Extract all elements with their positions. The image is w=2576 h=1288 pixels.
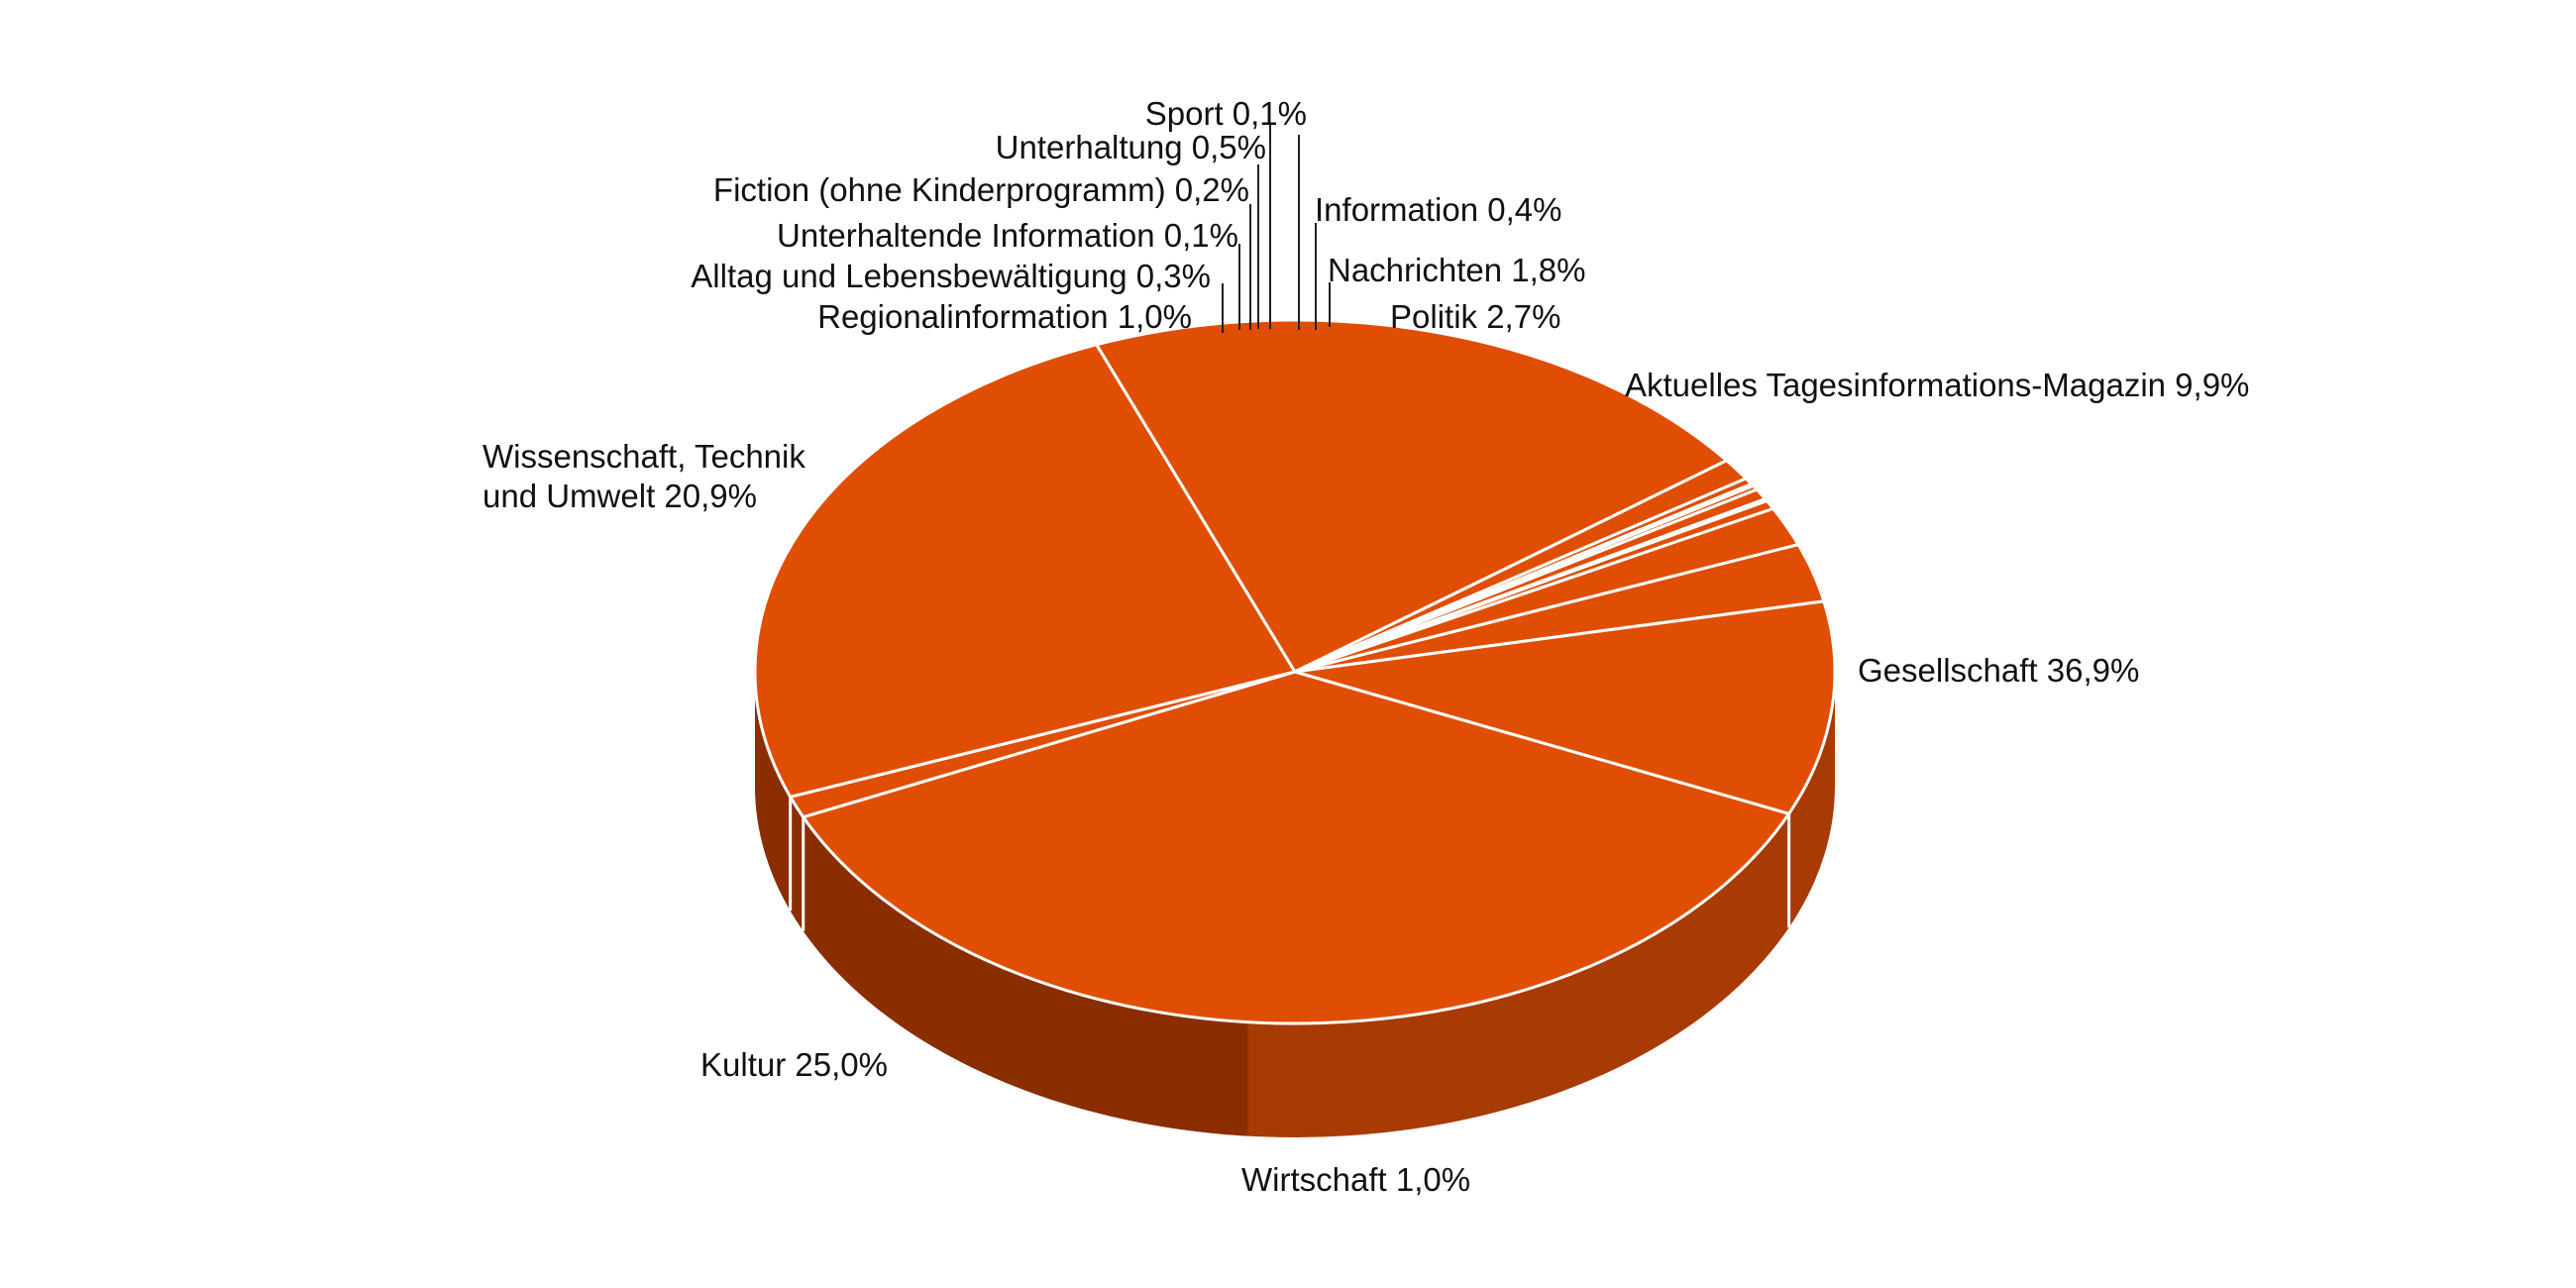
label-politik: Politik 2,7%: [1390, 298, 1560, 335]
pie-slices: [753, 318, 1837, 1025]
label-nachrichten: Nachrichten 1,8%: [1328, 252, 1585, 288]
label-unterhaltung: Unterhaltung 0,5%: [996, 129, 1266, 165]
pie-slice-kultur: [753, 343, 1297, 799]
label-wissenschaft-line-2: und Umwelt 20,9%: [483, 478, 757, 514]
label-sport: Sport 0,1%: [1145, 95, 1307, 132]
pie-slice-aktuelles-tagesinformations-magazin: [1293, 599, 1837, 815]
pie-sides: [755, 672, 1835, 1137]
label-aktuelles-tagesinformations-magazin: Aktuelles Tagesinformations-Magazin 9,9%: [1625, 367, 2249, 403]
label-unterhaltende-information: Unterhaltende Information 0,1%: [777, 217, 1238, 254]
pie-side-shade: [755, 672, 1248, 1136]
label-alltag: Alltag und Lebensbewältigung 0,3%: [691, 258, 1211, 294]
label-kultur: Kultur 25,0%: [700, 1046, 888, 1083]
label-gesellschaft: Gesellschaft 36,9%: [1858, 652, 2139, 689]
label-leader-lines: [1222, 125, 1331, 333]
label-fiction: Fiction (ohne Kinderprogramm) 0,2%: [713, 171, 1249, 208]
label-regionalinformation: Regionalinformation 1,0%: [817, 298, 1192, 335]
label-information: Information 0,4%: [1315, 191, 1561, 228]
pie-slice-gesellschaft: [802, 670, 1791, 1025]
label-wissenschaft-line-1: Wissenschaft, Technik: [483, 438, 805, 475]
slice-labels: Gesellschaft 36,9% Wirtschaft 1,0% Kultu…: [483, 95, 2249, 1198]
label-wirtschaft: Wirtschaft 1,0%: [1241, 1161, 1470, 1198]
pie-slice-wissenschaft-technik-und-umwelt: [1095, 318, 1729, 674]
